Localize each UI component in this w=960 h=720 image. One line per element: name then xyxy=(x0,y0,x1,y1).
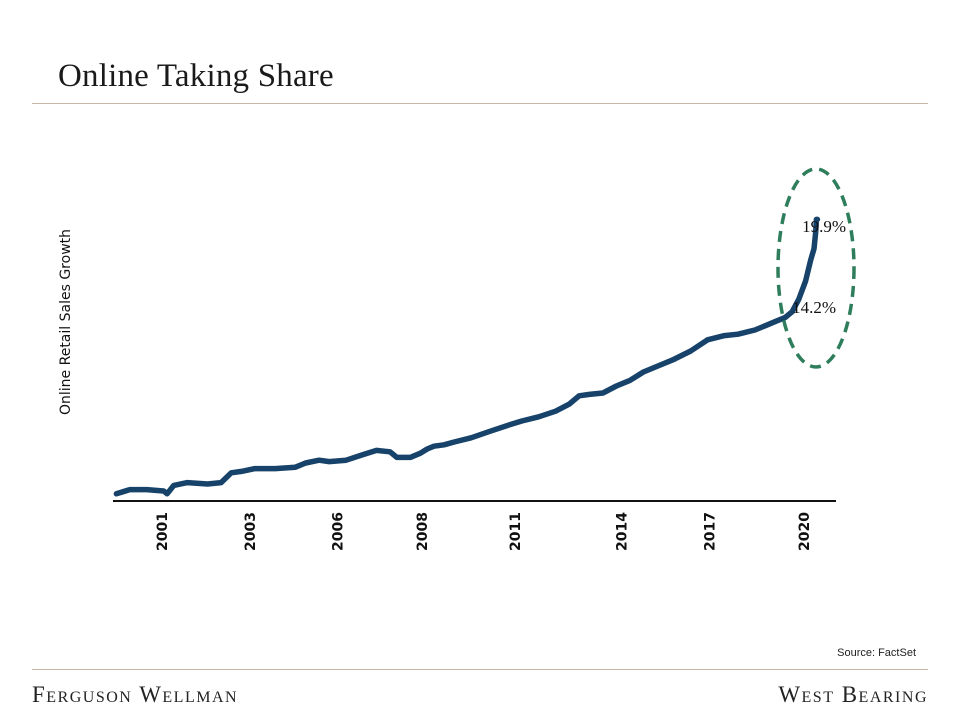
x-tick-label-2003: 2003 xyxy=(243,512,259,551)
chart: Online Retail Sales Growth 2001 2003 2006 2… xyxy=(58,167,856,551)
annotation-19-9: 19.9% xyxy=(802,217,846,236)
x-tick-label-2020: 2020 xyxy=(797,512,813,551)
x-tick-label-2011: 2011 xyxy=(508,512,524,551)
x-tick-label-2014: 2014 xyxy=(615,512,631,551)
source-note: Source: FactSet xyxy=(837,647,916,659)
annotation-14-2: 14.2% xyxy=(792,298,836,317)
x-axis-ticks: 2001 2003 2006 2008 2011 2014 2017 2020 xyxy=(155,512,813,551)
title-divider xyxy=(32,103,928,104)
series-line xyxy=(113,216,821,497)
footer-logo-left: Ferguson Wellman xyxy=(32,682,239,707)
footer-logo-right: West Bearing xyxy=(778,682,928,707)
footer-divider xyxy=(32,669,928,670)
x-tick-label-2006: 2006 xyxy=(331,512,347,551)
x-tick-label-2008: 2008 xyxy=(415,512,431,551)
highlight-ellipse xyxy=(776,167,856,369)
y-axis-label: Online Retail Sales Growth xyxy=(58,229,74,415)
x-tick-label-2001: 2001 xyxy=(155,512,171,551)
x-tick-label-2017: 2017 xyxy=(702,512,718,551)
page-title: Online Taking Share xyxy=(58,58,334,94)
